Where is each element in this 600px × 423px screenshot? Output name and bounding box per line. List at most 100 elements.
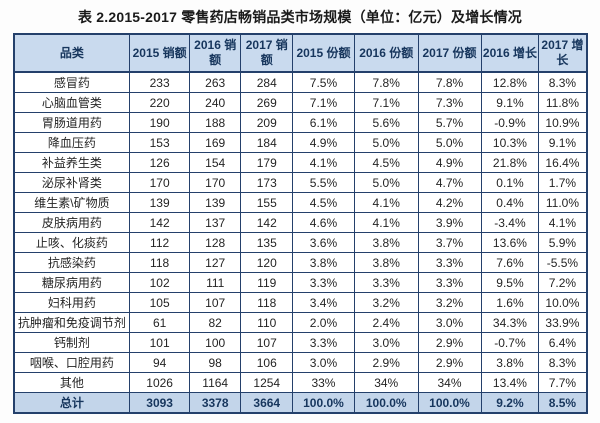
value-cell: 137 (188, 212, 242, 233)
value-cell: 7.5% (292, 71, 355, 93)
value-cell: 4.5% (353, 152, 419, 173)
value-cell: 34% (417, 372, 482, 393)
value-cell: 7.3% (417, 92, 482, 113)
value-cell: 111 (188, 272, 242, 293)
value-cell: 10.0% (538, 292, 587, 313)
category-cell: 皮肤病用药 (12, 212, 131, 233)
value-cell: 34.3% (480, 312, 540, 333)
value-cell: 7.8% (417, 71, 482, 93)
value-cell: 3.3% (353, 272, 419, 293)
header-cell: 2015 份额 (292, 33, 355, 73)
value-cell: 11.0% (538, 192, 587, 213)
value-cell: 139 (129, 192, 190, 213)
value-cell: 7.2% (538, 272, 587, 293)
value-cell: 3.3% (417, 272, 482, 293)
value-cell: 154 (188, 152, 242, 173)
value-cell: 153 (129, 132, 190, 153)
value-cell: -3.4% (480, 212, 540, 233)
value-cell: 3093 (129, 392, 190, 414)
header-cell: 2015 销额 (129, 33, 190, 73)
value-cell: 3.9% (417, 212, 482, 233)
value-cell: 4.9% (292, 132, 355, 153)
category-cell: 总计 (12, 392, 131, 414)
value-cell: -0.7% (480, 332, 540, 353)
value-cell: 3.7% (417, 232, 482, 253)
value-cell: 5.6% (353, 112, 419, 133)
value-cell: 4.2% (417, 192, 482, 213)
table-body: 感冒药 233 263 284 7.5% 7.8% 7.8% 12.8% 8.3% 心脑血管类 22… (12, 71, 587, 414)
value-cell: 106 (240, 352, 294, 373)
table-row: 抗感染药 118 127 120 3.8% 3.8% 3.3% 7.6% -5.5% (12, 252, 587, 273)
value-cell: 6.1% (292, 112, 355, 133)
value-cell: 101 (129, 332, 190, 353)
value-cell: 1164 (188, 372, 242, 393)
value-cell: 135 (240, 232, 294, 253)
value-cell: 3.8% (353, 232, 419, 253)
value-cell: 82 (188, 312, 242, 333)
value-cell: 170 (129, 172, 190, 193)
value-cell: 16.4% (538, 152, 587, 173)
category-cell: 钙制剂 (12, 332, 131, 353)
value-cell: 4.1% (353, 192, 419, 213)
value-cell: 2.9% (353, 352, 419, 373)
value-cell: 128 (188, 232, 242, 253)
category-cell: 补益养生类 (12, 152, 131, 173)
value-cell: 3.2% (417, 292, 482, 313)
value-cell: 4.1% (538, 212, 587, 233)
value-cell: 7.7% (538, 372, 587, 393)
value-cell: 9.5% (480, 272, 540, 293)
value-cell: 190 (129, 112, 190, 133)
value-cell: 179 (240, 152, 294, 173)
value-cell: 100.0% (353, 392, 419, 414)
value-cell: 188 (188, 112, 242, 133)
value-cell: 13.4% (480, 372, 540, 393)
category-cell: 泌尿补肾类 (12, 172, 131, 193)
value-cell: 126 (129, 152, 190, 173)
value-cell: 7.1% (292, 92, 355, 113)
value-cell: 100 (188, 332, 242, 353)
header-cell: 2016 份额 (353, 33, 419, 73)
value-cell: 112 (129, 232, 190, 253)
value-cell: 9.1% (538, 132, 587, 153)
value-cell: 269 (240, 92, 294, 113)
table-row: 胃肠道用药 190 188 209 6.1% 5.6% 5.7% -0.9% 10.9% (12, 112, 587, 133)
value-cell: 3.3% (292, 272, 355, 293)
value-cell: 284 (240, 71, 294, 93)
value-cell: 4.9% (417, 152, 482, 173)
value-cell: 12.8% (480, 71, 540, 93)
value-cell: 110 (240, 312, 294, 333)
table-row: 补益养生类 126 154 179 4.1% 4.5% 4.9% 21.8% 16.4% (12, 152, 587, 173)
value-cell: 8.5% (538, 392, 587, 414)
category-cell: 心脑血管类 (12, 92, 131, 113)
value-cell: 5.0% (353, 172, 419, 193)
category-cell: 胃肠道用药 (12, 112, 131, 133)
value-cell: 105 (129, 292, 190, 313)
value-cell: 7.8% (353, 71, 419, 93)
value-cell: 107 (240, 332, 294, 353)
header-cell: 2017 增长 (538, 33, 587, 73)
value-cell: 155 (240, 192, 294, 213)
table-row: 抗肿瘤和免疫调节剂 61 82 110 2.0% 2.4% 3.0% 34.3% 33.9% (12, 312, 587, 333)
value-cell: 173 (240, 172, 294, 193)
value-cell: 142 (240, 212, 294, 233)
value-cell: 118 (129, 252, 190, 273)
category-cell: 妇科用药 (12, 292, 131, 313)
value-cell: 11.8% (538, 92, 587, 113)
value-cell: -5.5% (538, 252, 587, 273)
value-cell: 1.6% (480, 292, 540, 313)
value-cell: 5.0% (417, 132, 482, 153)
value-cell: 142 (129, 212, 190, 233)
value-cell: 3.0% (353, 332, 419, 353)
value-cell: 34% (353, 372, 419, 393)
value-cell: 139 (188, 192, 242, 213)
value-cell: 7.1% (353, 92, 419, 113)
value-cell: 118 (240, 292, 294, 313)
value-cell: 3.3% (417, 252, 482, 273)
value-cell: 169 (188, 132, 242, 153)
category-cell: 其他 (12, 372, 131, 393)
value-cell: 33.9% (538, 312, 587, 333)
category-cell: 止咳、化痰药 (12, 232, 131, 253)
table-row: 妇科用药 105 107 118 3.4% 3.2% 3.2% 1.6% 10.0% (12, 292, 587, 313)
data-table: 品类 2015 销额 2016 销额 2017 销额 2015 份额 2016 份额 201… (12, 33, 588, 414)
